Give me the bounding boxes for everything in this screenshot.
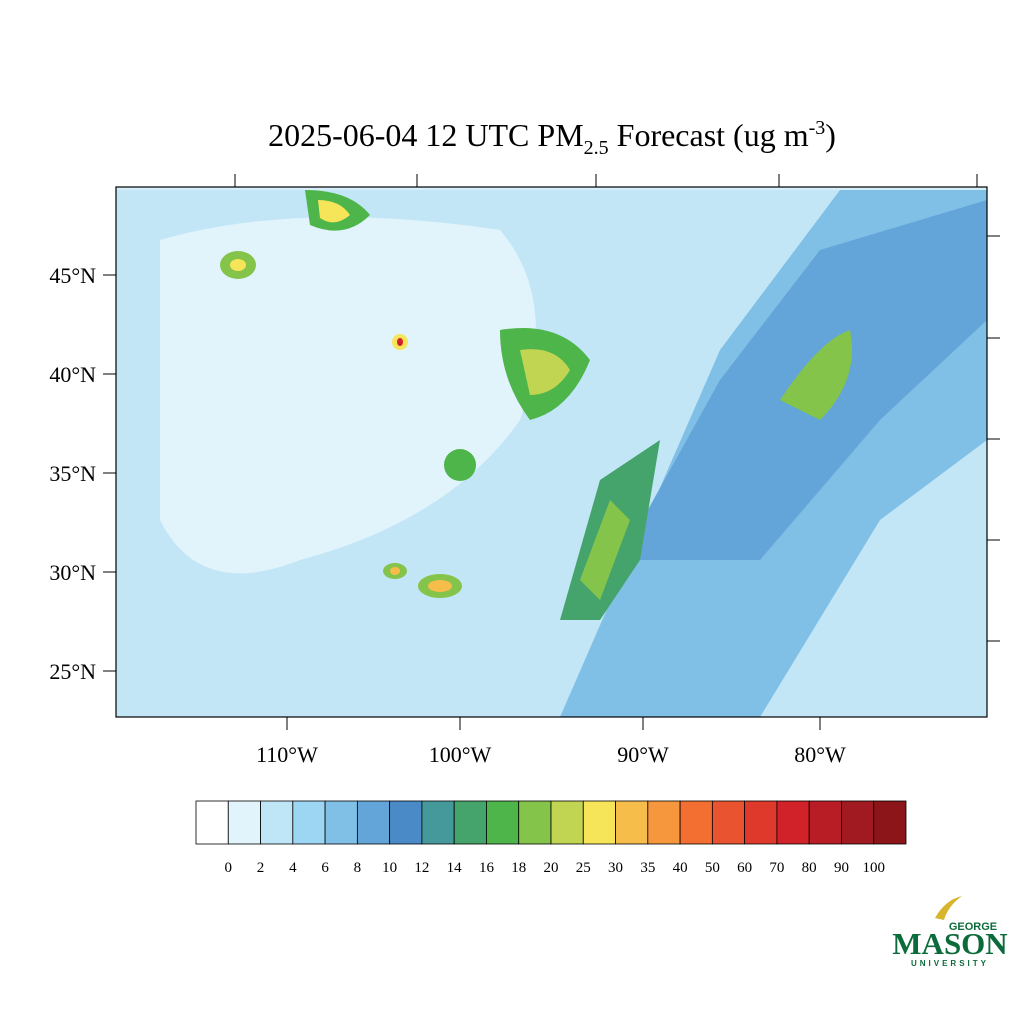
lat-label: 35°N (49, 461, 96, 486)
colorbar-label: 40 (673, 860, 688, 876)
colorbar-box (550, 800, 584, 845)
colorbar-label: 30 (608, 860, 623, 876)
map-field (116, 187, 987, 717)
lat-label: 30°N (49, 560, 96, 585)
colorbar-box (260, 800, 294, 845)
colorbar-label: 90 (834, 860, 849, 876)
colorbar-box (227, 800, 261, 845)
title-sub: 2.5 (584, 137, 609, 159)
colorbar-box (453, 800, 487, 845)
colorbar-label: 2 (257, 860, 265, 876)
colorbar-box (615, 800, 649, 845)
title-main: 2025-06-04 12 UTC PM (268, 117, 584, 153)
colorbar-label: 100 (862, 860, 885, 876)
colorbar-label: 35 (640, 860, 655, 876)
colorbar: 0 2 4 6 8 10 12 14 16 18 20 25 30 35 40 50 60 70 80 90 100 (195, 800, 907, 876)
colorbar-label: 20 (544, 860, 559, 876)
lat-label: 25°N (49, 659, 96, 684)
colorbar-box (518, 800, 552, 845)
logo-bottom: UNIVERSITY (911, 959, 989, 968)
colorbar-box (776, 800, 810, 845)
colorbar-label: 10 (382, 860, 397, 876)
colorbar-box (873, 800, 907, 845)
title-end: ) (825, 117, 836, 153)
title: 2025-06-04 12 UTC PM2.5 Forecast (ug m-3… (268, 117, 836, 159)
colorbar-label: 25 (576, 860, 591, 876)
colorbar-label: 14 (447, 860, 463, 876)
colorbar-box (195, 800, 229, 845)
colorbar-box (421, 800, 455, 845)
colorbar-box (389, 800, 423, 845)
colorbar-box (647, 800, 681, 845)
map-ticks (103, 174, 1000, 730)
colorbar-box (841, 800, 875, 845)
colorbar-label: 12 (414, 860, 429, 876)
title-mid: Forecast (ug m (609, 117, 809, 153)
lon-label: 110°W (256, 742, 318, 767)
colorbar-label: 18 (511, 860, 526, 876)
lat-label: 45°N (49, 263, 96, 288)
lon-label: 80°W (794, 742, 846, 767)
colorbar-label: 50 (705, 860, 720, 876)
colorbar-label: 80 (802, 860, 817, 876)
lat-labels: 45°N 40°N 35°N 30°N 25°N (49, 263, 96, 684)
colorbar-label: 8 (354, 860, 362, 876)
lon-label: 100°W (429, 742, 492, 767)
colorbar-box (292, 800, 326, 845)
logo: GEORGE MASON UNIVERSITY (892, 896, 1008, 968)
map-frame (115, 186, 988, 718)
colorbar-label: 70 (769, 860, 784, 876)
colorbar-box (324, 800, 358, 845)
colorbar-box (356, 800, 391, 845)
colorbar-label: 6 (321, 860, 329, 876)
colorbar-box (582, 800, 616, 845)
lon-labels: 110°W 100°W 90°W 80°W (256, 742, 846, 767)
title-sup: -3 (809, 117, 826, 139)
colorbar-label: 0 (225, 860, 233, 876)
lat-label: 40°N (49, 362, 96, 387)
colorbar-label: 4 (289, 860, 297, 876)
colorbar-label: 60 (737, 860, 752, 876)
logo-name: MASON (892, 926, 1007, 961)
colorbar-label: 16 (479, 860, 495, 876)
colorbar-box (808, 800, 842, 845)
colorbar-box (744, 800, 778, 845)
colorbar-box (711, 800, 746, 845)
colorbar-box (679, 800, 713, 845)
logo-top: GEORGE (949, 921, 997, 933)
lon-label: 90°W (617, 742, 669, 767)
colorbar-box (486, 800, 520, 845)
